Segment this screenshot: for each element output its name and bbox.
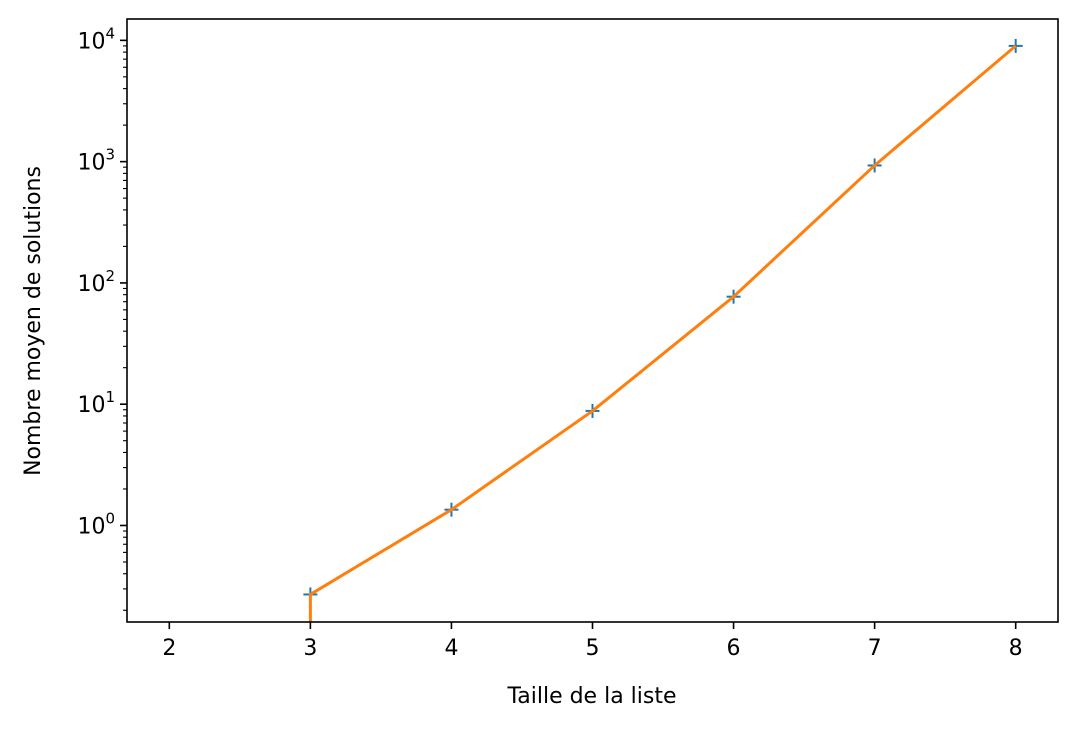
y-tick-label: 104 bbox=[77, 24, 115, 54]
y-axis: 100 101 102 103 104 bbox=[77, 24, 127, 611]
y-tick-label: 100 bbox=[77, 509, 115, 539]
x-tick-label: 6 bbox=[727, 636, 741, 661]
x-tick-label: 5 bbox=[586, 636, 600, 661]
x-tick-label: 2 bbox=[162, 636, 176, 661]
y-axis-label: Nombre moyen de solutions bbox=[21, 166, 46, 476]
y-tick-label: 103 bbox=[77, 146, 115, 176]
x-tick-label: 8 bbox=[1009, 636, 1023, 661]
data-point-marker bbox=[1008, 38, 1023, 53]
x-tick-label: 7 bbox=[868, 636, 882, 661]
axes-frame bbox=[126, 18, 1059, 623]
series-line bbox=[308, 44, 1017, 622]
x-tick-label: 4 bbox=[444, 636, 458, 661]
x-axis-label: Taille de la liste bbox=[506, 684, 676, 709]
x-axis: 2 3 4 5 6 7 8 bbox=[162, 622, 1023, 661]
y-tick-label: 102 bbox=[77, 267, 115, 297]
x-tick-label: 3 bbox=[303, 636, 317, 661]
plot-area bbox=[303, 38, 1023, 622]
y-tick-label: 101 bbox=[77, 388, 115, 418]
